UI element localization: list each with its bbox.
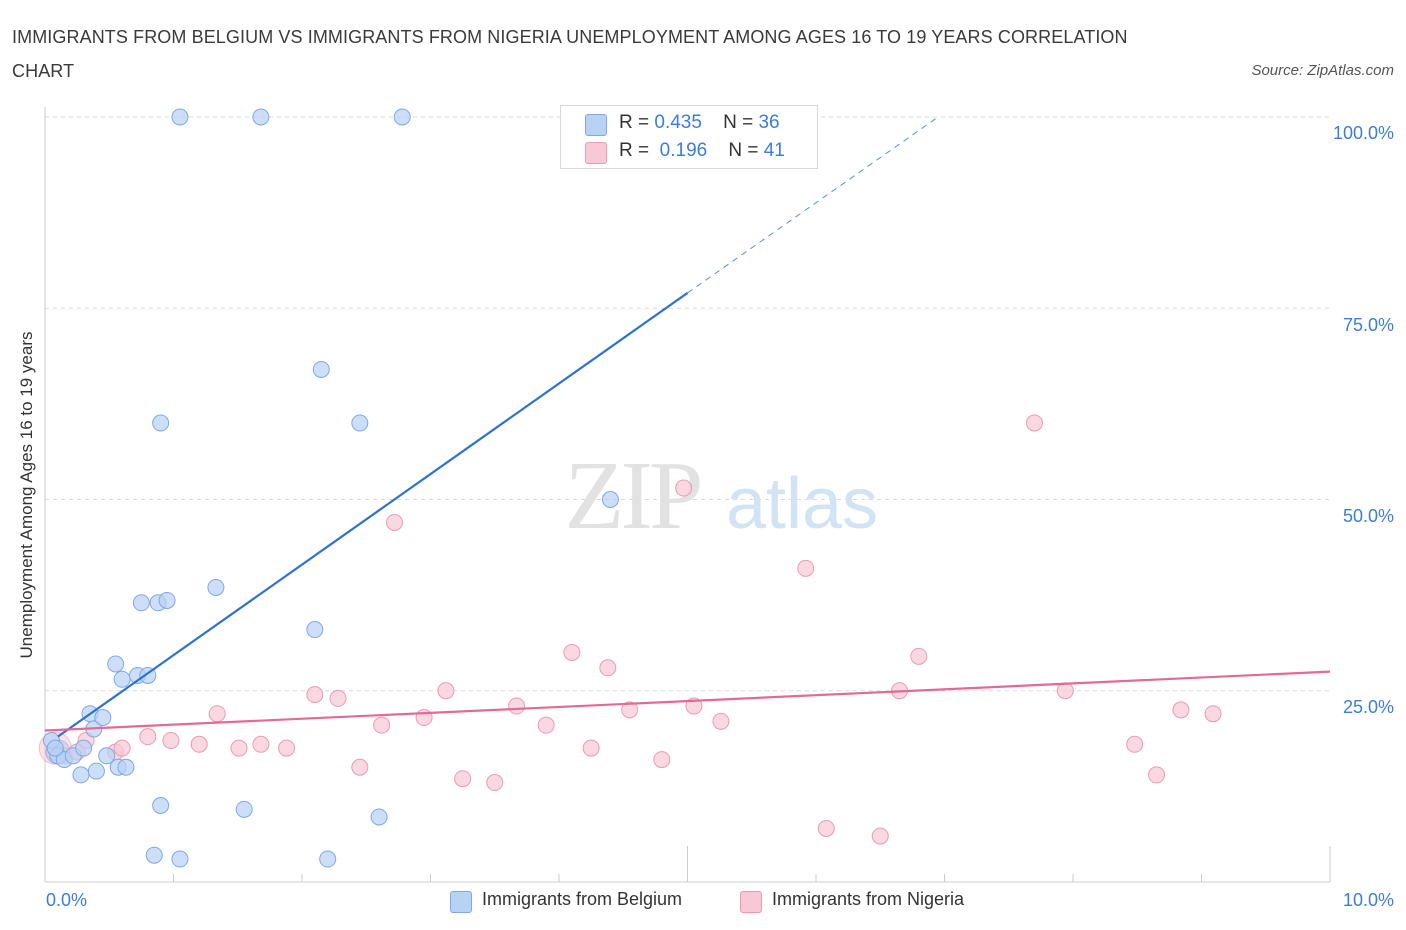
nigeria-point xyxy=(1126,735,1144,753)
belgium-point xyxy=(152,797,170,814)
watermark-atlas: atlas xyxy=(726,464,878,544)
chart-title: IMMIGRANTS FROM BELGIUM VS IMMIGRANTS FR… xyxy=(12,27,1128,81)
trend-lines xyxy=(44,116,1331,738)
nigeria-point xyxy=(278,739,296,757)
nigeria-point xyxy=(910,647,928,665)
belgium-point xyxy=(207,578,225,596)
nigeria-point xyxy=(712,712,730,730)
nigeria-point xyxy=(386,513,404,531)
nigeria-point xyxy=(1056,682,1074,700)
belgium-point xyxy=(75,739,93,757)
nigeria-point xyxy=(508,697,526,715)
belgium-point xyxy=(601,491,619,508)
nigeria-point xyxy=(190,735,208,753)
belgium-point xyxy=(46,739,64,757)
source-label: Source: ZipAtlas.com xyxy=(1251,62,1394,79)
nigeria-point xyxy=(621,701,639,719)
nigeria-point xyxy=(454,770,472,788)
nigeria-point xyxy=(1204,705,1222,723)
nigeria-point xyxy=(599,659,617,677)
nigeria-point xyxy=(329,689,347,707)
nigeria-n-value: 41 xyxy=(763,140,785,161)
y-tick-label: 25.0% xyxy=(1342,697,1394,717)
belgium-r-value: 0.435 xyxy=(654,112,702,133)
nigeria-point xyxy=(537,716,555,734)
nigeria-point xyxy=(582,739,600,757)
nigeria-point xyxy=(230,739,248,757)
x-tick-label-max: 10.0% xyxy=(1342,890,1394,910)
nigeria-point xyxy=(373,716,391,734)
nigeria-point xyxy=(252,735,270,753)
nigeria-point xyxy=(113,739,131,757)
belgium-point xyxy=(393,108,411,126)
belgium-point xyxy=(113,670,131,688)
nigeria-trend-line xyxy=(44,670,1331,732)
nigeria-point xyxy=(351,758,369,776)
belgium-point xyxy=(94,709,112,727)
nigeria-point xyxy=(437,682,455,700)
nigeria-point xyxy=(139,728,157,746)
belgium-point xyxy=(158,591,176,609)
nigeria-point xyxy=(306,686,324,704)
nigeria-point xyxy=(208,705,226,723)
nigeria-legend-label: Immigrants from Nigeria xyxy=(772,889,965,909)
belgium-trend-extension xyxy=(687,116,939,294)
belgium-point xyxy=(107,655,125,673)
nigeria-point xyxy=(653,751,671,769)
nigeria-point xyxy=(563,644,581,661)
belgium-point xyxy=(312,360,330,378)
belgium-point xyxy=(370,808,388,826)
stats-legend: R = 0.435 N = 36 R = 0.196 N = 41 xyxy=(560,105,818,169)
belgium-point xyxy=(117,758,135,776)
x-tick-label-min: 0.0% xyxy=(46,890,88,910)
belgium-point xyxy=(171,108,189,126)
y-tick-label: 100.0% xyxy=(1332,123,1394,143)
nigeria-r-value: 0.196 xyxy=(659,140,708,161)
nigeria-swatch xyxy=(585,142,607,164)
nigeria-point xyxy=(675,479,693,497)
nigeria-n-label: N = xyxy=(728,140,759,161)
y-tick-label: 75.0% xyxy=(1342,315,1394,335)
gridlines xyxy=(45,116,1330,692)
belgium-legend-swatch xyxy=(450,891,472,913)
belgium-n-label: N = xyxy=(723,112,754,133)
belgium-point xyxy=(132,594,150,612)
belgium-point xyxy=(145,846,163,864)
belgium-point xyxy=(252,108,270,126)
nigeria-point xyxy=(162,731,180,749)
nigeria-point xyxy=(1025,414,1043,432)
nigeria-r-label: R = xyxy=(619,140,650,161)
belgium-point xyxy=(171,850,189,868)
nigeria-point xyxy=(486,774,504,792)
belgium-trend-line xyxy=(57,292,689,738)
belgium-point xyxy=(319,850,337,868)
belgium-point xyxy=(72,766,90,784)
belgium-point xyxy=(152,414,170,432)
belgium-n-value: 36 xyxy=(758,112,780,133)
belgium-legend-label: Immigrants from Belgium xyxy=(482,889,683,909)
y-tick-label: 50.0% xyxy=(1342,506,1394,526)
belgium-point xyxy=(235,800,253,818)
belgium-swatch xyxy=(585,114,607,136)
belgium-series xyxy=(42,108,619,868)
nigeria-point xyxy=(817,819,835,837)
belgium-point xyxy=(87,762,105,780)
nigeria-point xyxy=(1172,701,1190,719)
belgium-point xyxy=(351,414,369,432)
nigeria-legend-swatch xyxy=(740,891,762,913)
nigeria-point xyxy=(871,827,889,845)
nigeria-point xyxy=(1148,766,1166,784)
y-axis-label: Unemployment Among Ages 16 to 19 years xyxy=(17,331,36,659)
belgium-r-label: R = xyxy=(619,112,650,133)
belgium-point xyxy=(306,621,324,639)
belgium-point xyxy=(98,747,116,765)
nigeria-point xyxy=(797,559,815,577)
watermark-zip: ZIP xyxy=(565,442,700,550)
